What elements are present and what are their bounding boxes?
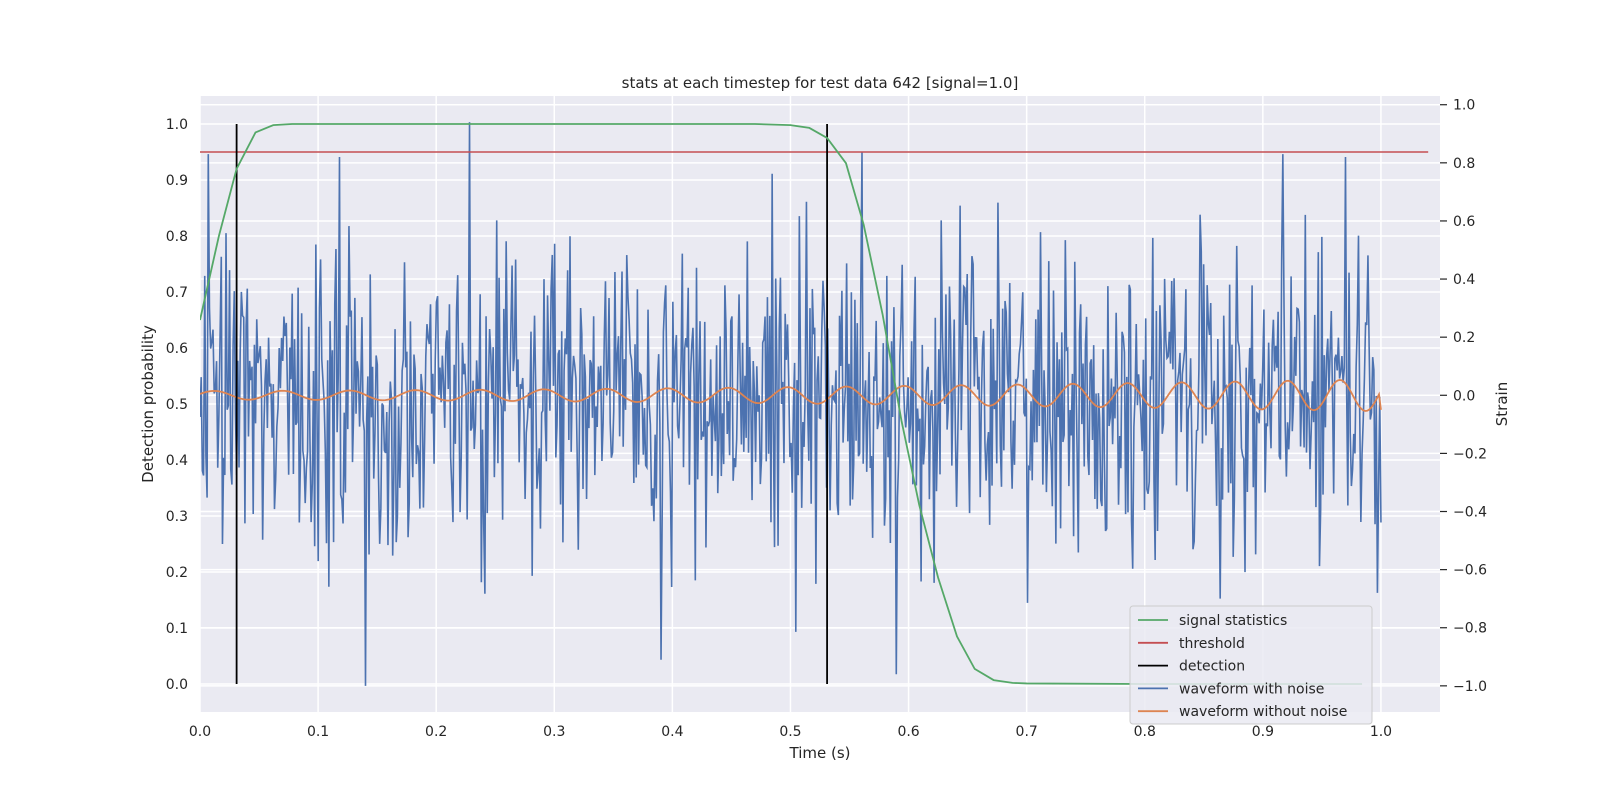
- y2-tick-label: −0.4: [1453, 505, 1487, 521]
- x-tick-label: 0.5: [779, 724, 801, 740]
- y-tick-label: 0.5: [166, 397, 188, 413]
- y2-tick-label: 0.2: [1453, 330, 1475, 346]
- y2-tick-label: −0.8: [1453, 621, 1487, 637]
- y2-tick-label: 0.6: [1453, 214, 1475, 230]
- x-tick-label: 0.9: [1252, 724, 1274, 740]
- x-tick-label: 1.0: [1370, 724, 1392, 740]
- y-tick-label: 0.8: [166, 229, 188, 245]
- x-tick-label: 0.4: [661, 724, 683, 740]
- x-tick-label: 0.1: [307, 724, 329, 740]
- y2-tick-label: 0.4: [1453, 272, 1475, 288]
- y-tick-label: 0.0: [166, 677, 188, 693]
- y-tick-label: 0.7: [166, 285, 188, 301]
- legend-label: detection: [1179, 659, 1245, 675]
- y-tick-label: 0.3: [166, 509, 188, 525]
- series-layer: [200, 122, 1429, 686]
- y-tick-label: 1.0: [166, 117, 188, 133]
- y-tick-label: 0.2: [166, 565, 188, 581]
- y2-tick-label: −0.2: [1453, 446, 1487, 462]
- x-tick-label: 0.3: [543, 724, 565, 740]
- y2-tick-label: −0.6: [1453, 563, 1487, 579]
- y-tick-label: 0.4: [166, 453, 188, 469]
- y2-tick-label: 0.0: [1453, 388, 1475, 404]
- y2-axis-label: Strain: [1493, 382, 1511, 426]
- y2-tick-label: −1.0: [1453, 679, 1487, 695]
- x-tick-label: 0.0: [189, 724, 211, 740]
- series-waveform-without-noise: [200, 379, 1382, 412]
- x-tick-label: 0.6: [897, 724, 919, 740]
- legend: signal statistics threshold detection wavef…: [1129, 605, 1373, 725]
- series-signal-statistics: [200, 123, 1363, 685]
- x-tick-label: 0.8: [1134, 724, 1156, 740]
- legend-label: waveform with noise: [1179, 681, 1324, 697]
- x-tick-label: 0.7: [1016, 724, 1038, 740]
- x-axis-label: Time (s): [789, 744, 851, 762]
- chart-title: stats at each timestep for test data 642…: [622, 74, 1019, 92]
- y-axis-label: Detection probability: [139, 325, 157, 483]
- axes-ticks: 0.0 0.1 0.2 0.3 0.4 0.5 0.6 0.7 0.8 0.9 1.0 0.0 0.1 0…: [166, 98, 1487, 740]
- legend-label: waveform without noise: [1179, 704, 1347, 720]
- y-tick-label: 0.1: [166, 621, 188, 637]
- legend-label: threshold: [1179, 636, 1245, 652]
- y-tick-label: 0.9: [166, 173, 188, 189]
- x-tick-label: 0.2: [425, 724, 447, 740]
- y-tick-label: 0.6: [166, 341, 188, 357]
- legend-frame: [1129, 605, 1373, 725]
- y2-tick-label: 1.0: [1453, 98, 1475, 114]
- series-waveform-with-noise: [200, 122, 1382, 686]
- legend-label: signal statistics: [1179, 613, 1287, 629]
- y2-tick-label: 0.8: [1453, 156, 1475, 172]
